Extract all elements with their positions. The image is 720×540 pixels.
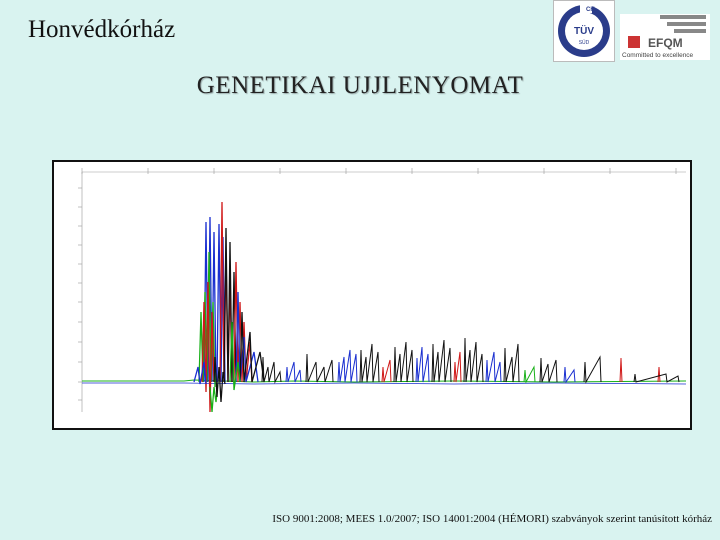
left-scale-ticks xyxy=(78,187,82,401)
baseline-trace xyxy=(82,379,687,383)
footer-certification: ISO 9001:2008; MEES 1.0/2007; ISO 14001:… xyxy=(272,513,712,525)
efqm-logo-icon: EFQM Committed to excellence xyxy=(622,15,706,59)
tuv-cert-icon: CH TÜV SÜD xyxy=(558,3,610,57)
tuv-text-top: CH xyxy=(586,7,595,13)
tuv-logo: CH TÜV SÜD xyxy=(553,0,615,62)
electropherogram-image xyxy=(52,160,692,430)
tuv-text-sub: SÜD xyxy=(579,39,590,46)
efqm-tagline: Committed to excellence xyxy=(622,52,694,59)
baseline-trace-2 xyxy=(82,382,687,385)
efqm-name: EFQM xyxy=(648,36,683,50)
header-title: Honvédkórház xyxy=(28,16,176,43)
electropherogram-plot xyxy=(78,168,687,413)
peak-cluster-main xyxy=(193,201,265,413)
efqm-logo: EFQM Committed to excellence xyxy=(620,14,710,60)
top-scale-ticks xyxy=(81,168,677,174)
tuv-text-main: TÜV xyxy=(574,24,594,37)
slide-title: GENETIKAI UJJLENYOMAT xyxy=(196,72,524,99)
peak-scatter xyxy=(261,337,680,384)
